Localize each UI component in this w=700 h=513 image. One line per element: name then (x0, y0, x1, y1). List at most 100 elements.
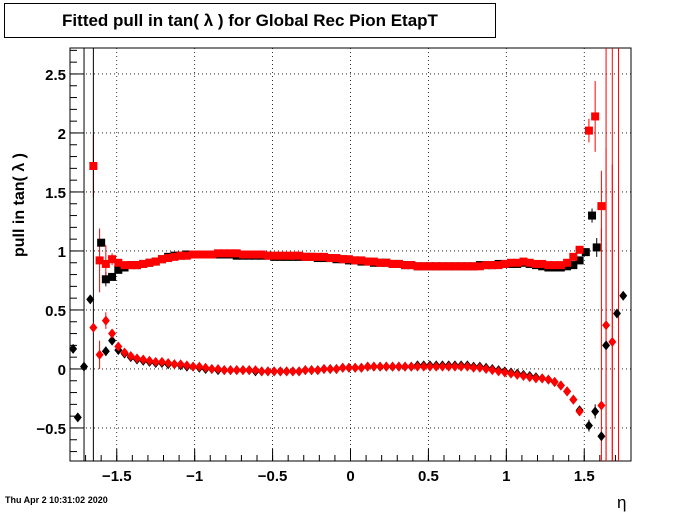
diamond-marker (120, 347, 129, 358)
diamond-marker (488, 365, 497, 376)
square-marker (214, 249, 223, 258)
square-marker (591, 112, 600, 121)
square-marker (432, 262, 441, 271)
diamond-marker (450, 361, 459, 372)
diamond-marker (597, 431, 606, 442)
square-marker (170, 252, 179, 261)
square-marker (114, 258, 123, 267)
square-marker (382, 258, 391, 267)
square-marker (332, 254, 341, 263)
square-marker (101, 259, 110, 268)
x-axis-label: η (617, 493, 627, 512)
x-tick-label: 1 (502, 468, 510, 485)
square-marker (438, 262, 447, 271)
square-marker (482, 261, 491, 270)
square-marker (376, 258, 385, 267)
diamond-marker (245, 365, 254, 376)
diamond-marker (463, 361, 472, 372)
square-marker (101, 275, 110, 284)
diamond-marker (288, 366, 297, 377)
y-tick-label: −0.5 (36, 421, 66, 438)
square-marker (201, 250, 210, 259)
square-marker (326, 254, 335, 263)
square-marker (525, 258, 534, 267)
diamond-marker (382, 361, 391, 372)
plot-frame (69, 47, 632, 462)
square-marker (444, 262, 453, 271)
diamond-marker (95, 349, 104, 360)
diamond-marker (226, 365, 235, 376)
square-marker (407, 261, 416, 270)
diamond-marker (73, 412, 82, 423)
square-marker (120, 261, 129, 270)
square-marker (307, 252, 316, 261)
square-marker (257, 250, 266, 259)
square-marker (108, 272, 117, 281)
square-marker (457, 262, 466, 271)
x-tick-label: −1.5 (102, 468, 132, 485)
diamond-marker (151, 356, 160, 367)
diamond-marker (563, 386, 572, 397)
diamond-marker (108, 328, 117, 339)
y-tick-label: 0 (58, 362, 66, 379)
square-marker (488, 261, 497, 270)
diamond-marker (584, 420, 593, 431)
diamond-marker (544, 374, 553, 385)
square-marker (569, 252, 578, 261)
diamond-marker (531, 373, 540, 384)
square-marker (592, 243, 601, 252)
diamond-marker (263, 366, 272, 377)
diamond-marker (482, 363, 491, 374)
square-marker (189, 250, 198, 259)
diamond-marker (313, 365, 322, 376)
x-tick-label: 0 (346, 468, 354, 485)
square-marker (538, 259, 547, 268)
diamond-marker (394, 361, 403, 372)
diamond-marker (608, 336, 617, 347)
square-marker (164, 254, 173, 263)
square-marker (232, 249, 241, 258)
square-marker (450, 262, 459, 271)
diamond-marker (69, 343, 78, 354)
diamond-marker (344, 362, 353, 373)
square-marker (157, 255, 166, 264)
y-tick-label: 2 (58, 126, 66, 143)
diamond-marker (176, 359, 185, 370)
diamond-marker (207, 363, 216, 374)
diamond-marker (320, 363, 329, 374)
diamond-marker (332, 363, 341, 374)
diamond-marker (295, 366, 304, 377)
square-marker (575, 256, 584, 265)
square-marker (569, 261, 578, 270)
square-marker (97, 238, 106, 247)
square-marker (108, 255, 117, 264)
diamond-marker (164, 358, 173, 369)
diamond-marker (444, 361, 453, 372)
square-marker (597, 202, 606, 211)
diamond-marker (575, 406, 584, 417)
diamond-marker (157, 356, 166, 367)
square-marker (176, 251, 185, 260)
diamond-marker (139, 354, 148, 365)
square-marker (95, 256, 104, 265)
square-marker (145, 258, 154, 267)
y-tick-label: 1.5 (45, 185, 66, 202)
square-marker (507, 258, 516, 267)
diamond-marker (550, 376, 559, 387)
diamond-marker (201, 362, 210, 373)
diamond-marker (556, 380, 565, 391)
diamond-marker (101, 315, 110, 326)
diamond-marker (457, 361, 466, 372)
y-tick-label: 0.5 (45, 303, 66, 320)
diamond-marker (214, 363, 223, 374)
diamond-marker (602, 320, 611, 331)
diamond-marker (525, 372, 534, 383)
diamond-marker (238, 365, 247, 376)
diamond-marker (438, 361, 447, 372)
square-marker (519, 257, 528, 266)
y-tick-label: 2.5 (45, 67, 66, 84)
square-marker (363, 257, 372, 266)
diamond-marker (475, 362, 484, 373)
diamond-marker (282, 366, 291, 377)
